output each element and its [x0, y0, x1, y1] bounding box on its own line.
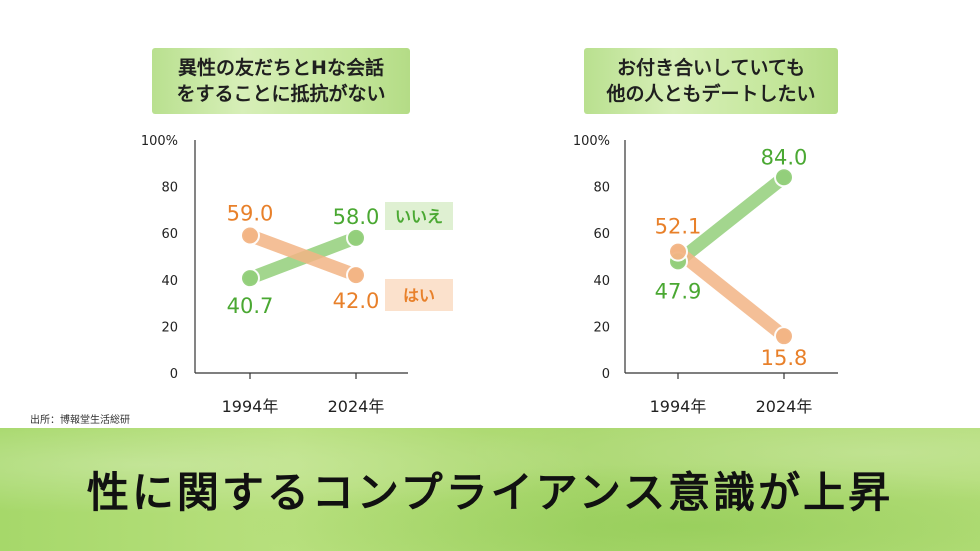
data-point-orange [774, 326, 794, 347]
y-tick-label: 0 [602, 367, 610, 382]
chart-title-right: お付き合いしていても 他の人ともデートしたい [584, 48, 838, 114]
series-line-orange [243, 229, 363, 282]
y-tick-label: 100% [141, 134, 178, 149]
data-label-green: 47.9 [655, 279, 702, 303]
legend-box-orange [385, 279, 453, 311]
data-point-orange [240, 225, 260, 246]
data-label-orange: 15.8 [761, 346, 808, 370]
data-label-green: 58.0 [333, 205, 380, 229]
data-point-green [774, 167, 794, 188]
data-label-green: 40.7 [227, 294, 274, 318]
legend-box-green [385, 202, 453, 230]
chart-title-line: 他の人ともデートしたい [606, 83, 816, 105]
y-tick-label: 80 [593, 181, 610, 196]
data-point-green [346, 227, 366, 248]
data-point-green [240, 268, 260, 289]
legend-label-green: いいえ [395, 207, 443, 226]
y-tick-label: 20 [161, 320, 178, 335]
data-point-orange [668, 241, 688, 262]
source-note: 出所：博報堂生活総研 [30, 415, 130, 426]
y-tick-label: 100% [573, 134, 610, 149]
footer-banner: 性に関するコンプライアンス意識が上昇 [0, 428, 980, 551]
data-point-orange [346, 265, 366, 286]
series-line-green [671, 170, 791, 268]
y-tick-label: 60 [593, 227, 610, 242]
headline: 性に関するコンプライアンス意識が上昇 [86, 468, 894, 517]
chart-title-line: をすることに抵抗がない [176, 83, 386, 105]
legend-label-orange: はい [403, 286, 435, 305]
y-tick-label: 40 [161, 274, 178, 289]
x-tick-label: 2024年 [756, 397, 813, 416]
data-label-orange: 59.0 [227, 202, 274, 226]
chart-title-line: お付き合いしていても [617, 57, 805, 79]
y-tick-label: 40 [593, 274, 610, 289]
charts-canvas: 0 20 40 60 80 100% 1994年 2024年 40.7 58.0 いいえ 59.0 42… [141, 134, 838, 416]
chart-title-line: 異性の友だちとHな会話 [178, 57, 384, 79]
x-tick-label: 2024年 [328, 397, 385, 416]
series-line-orange [671, 245, 791, 343]
y-tick-label: 0 [170, 367, 178, 382]
y-tick-label: 80 [161, 181, 178, 196]
x-tick-label: 1994年 [650, 397, 707, 416]
chart-title-left: 異性の友だちとHな会話 をすることに抵抗がない [152, 48, 410, 114]
y-tick-label: 20 [593, 320, 610, 335]
data-label-green: 84.0 [761, 145, 808, 169]
y-tick-label: 60 [161, 227, 178, 242]
data-label-orange: 52.1 [655, 215, 702, 239]
x-tick-label: 1994年 [222, 397, 279, 416]
data-label-orange: 42.0 [333, 289, 380, 313]
